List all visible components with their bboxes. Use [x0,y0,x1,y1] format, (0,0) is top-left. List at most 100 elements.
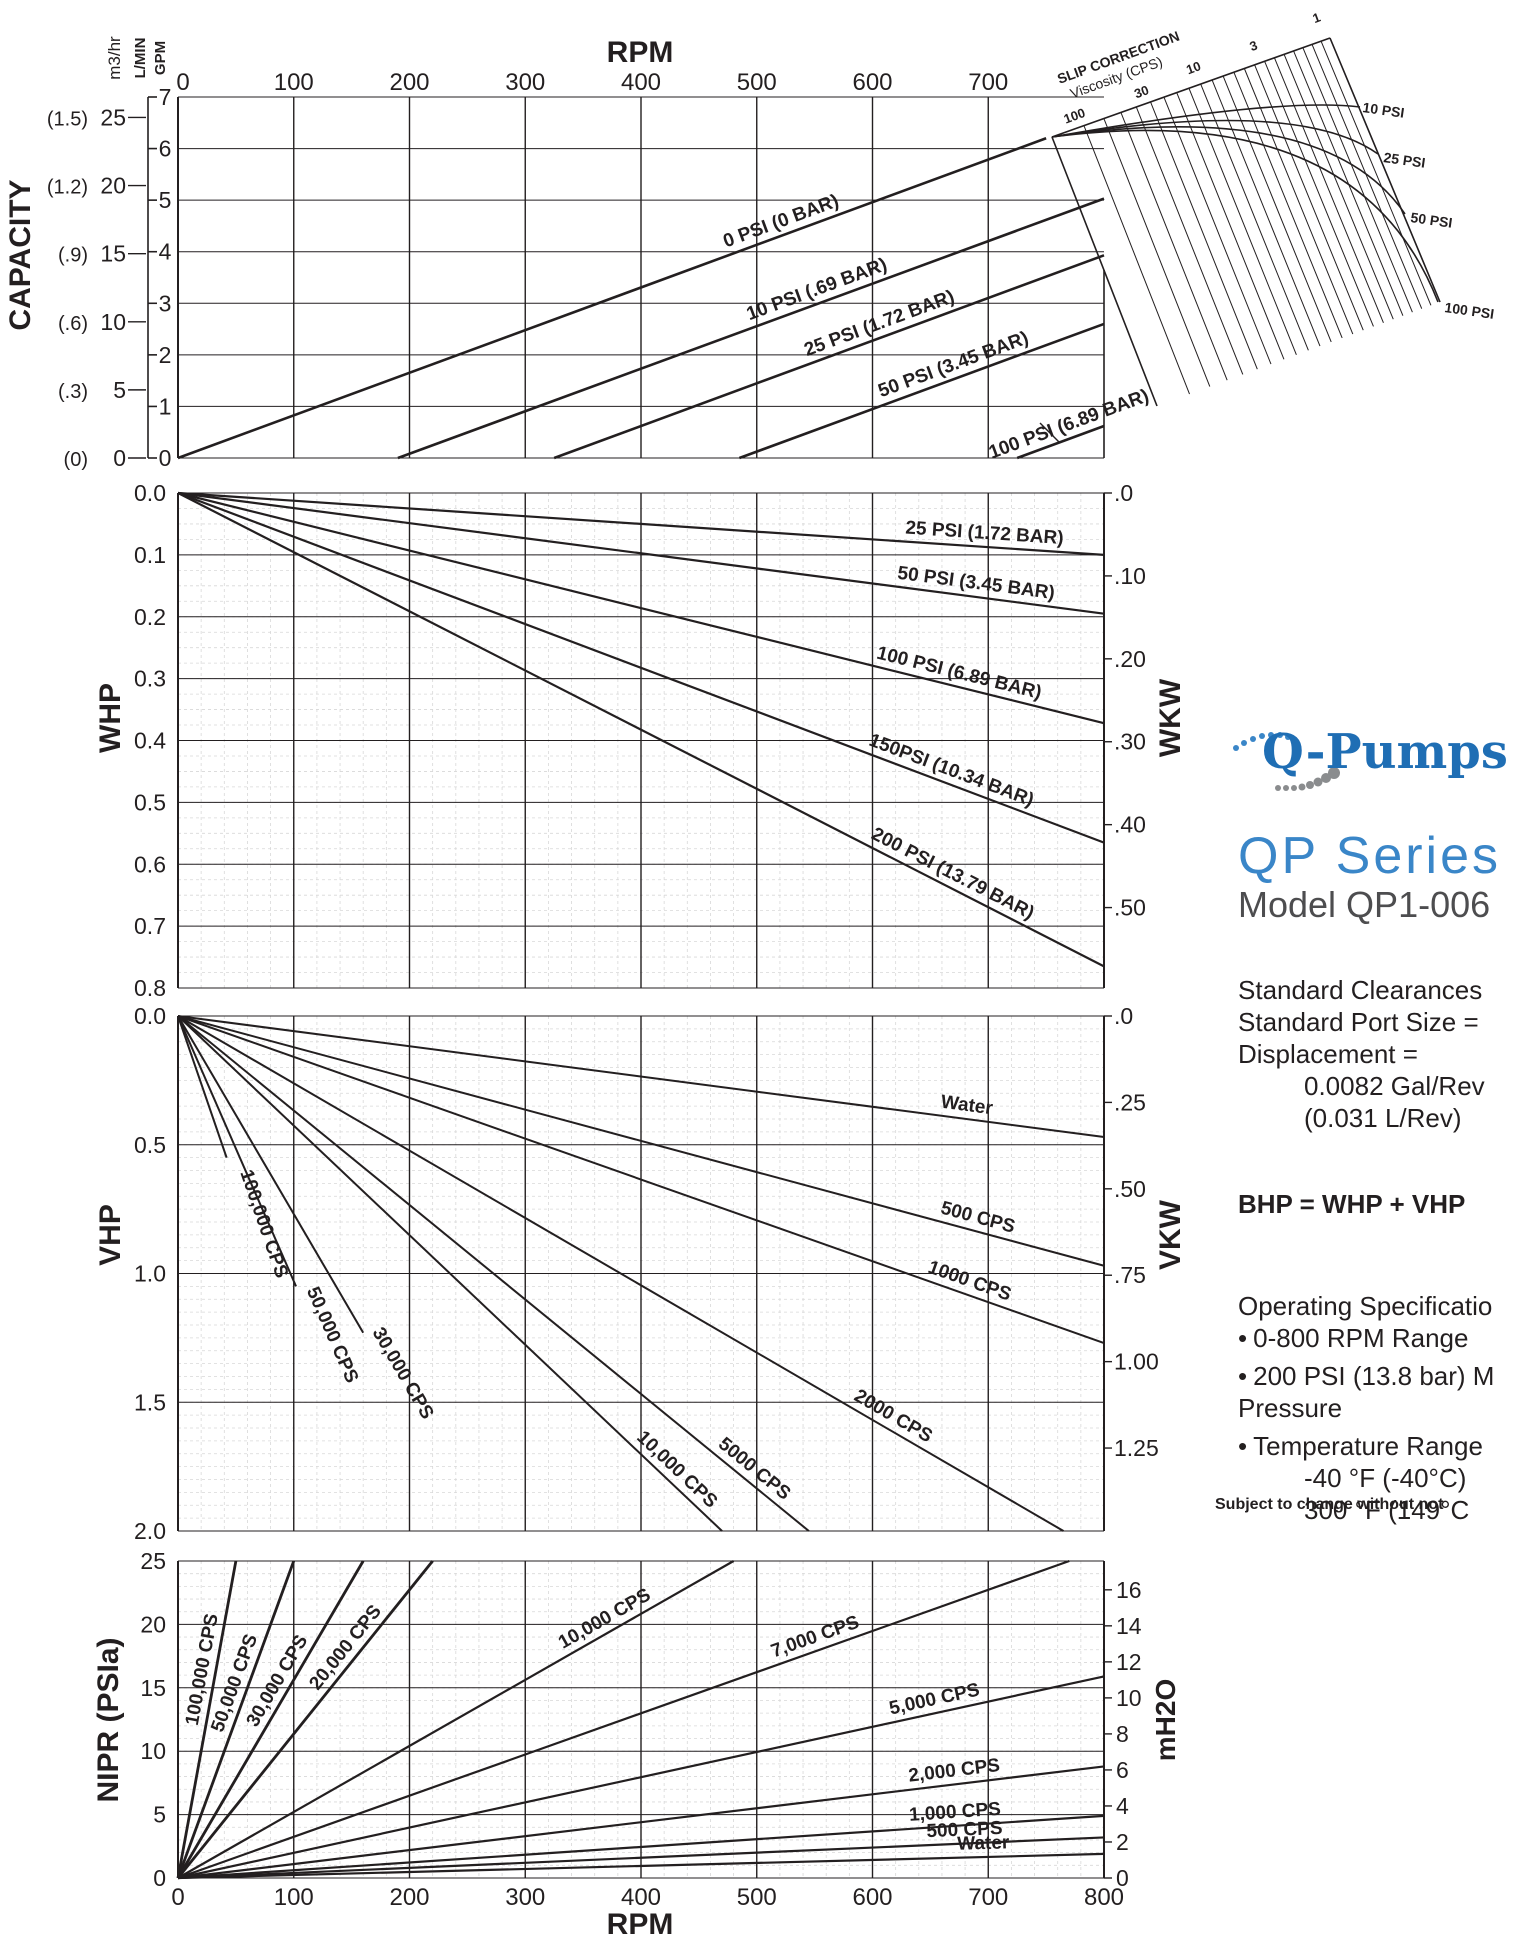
slip-pressure-label: 100 PSI [1444,299,1496,322]
vhp-series-label: 5000 CPS [714,1434,794,1505]
specs-block: Standard Clearances Standard Port Size =… [1238,974,1518,1134]
nipr-series-line [176,1560,296,1879]
nipr-x-tick-label: 100 [274,1884,314,1911]
capacity-x-tick-label: 400 [621,69,661,96]
mh2o-tick-label: 4 [1116,1793,1129,1819]
capacity-x-tick-label: 500 [737,69,777,96]
gpm-tick-label: 3 [159,290,172,316]
vhp-series-label: Water [940,1092,995,1120]
nipr-series-label: 7,000 CPS [768,1612,862,1663]
nipr-y-tick-label: 10 [140,1738,166,1764]
wkw-tick-label: .10 [1114,563,1146,589]
capacity-x-tick-label: 0 [176,69,189,96]
capacity-series-line [738,322,1105,460]
nipr-series-label: 500 CPS [926,1818,1003,1842]
wkw-tick-label: .20 [1114,646,1146,672]
slip-viscosity-line [1311,44,1423,309]
nipr-series-label: 20,000 CPS [305,1601,386,1694]
vkw-tick-label: 1.25 [1114,1435,1159,1461]
q-pumps-logo-dots [1233,732,1340,791]
slip-pressure-label: 50 PSI [1410,209,1454,231]
vhp-y-tick-label: 0.0 [134,1003,166,1029]
slip-pressure-curve [1051,129,1439,303]
nipr-x-tick-label: 700 [968,1884,1008,1911]
m3hr-unit-label: m3/hr [105,36,124,80]
slip-viscosity-line [1103,118,1211,387]
slip-leader-line [1039,422,1061,444]
whp-series-line [177,491,1105,725]
slip-viscosity-line [1254,64,1364,331]
slip-viscosity-line [1283,54,1394,320]
capacity-series-line [1016,424,1105,460]
vhp-series-line [177,1015,1105,1267]
capacity-series-line [177,137,1047,460]
mh2o-tick-label: 12 [1116,1649,1142,1675]
wkw-tick-label: .50 [1114,895,1146,921]
nipr-series-line [177,1559,1070,1880]
slip-left-edge [1051,136,1158,407]
mh2o-ylabel: mH2O [1150,1679,1181,1761]
slip-pressure-label: 10 PSI [1362,99,1406,121]
whp-series-line [177,491,1105,615]
vhp-series-line [177,1015,228,1158]
nipr-series-line [177,1836,1105,1880]
slip-viscosity-label: 30 [1132,82,1151,101]
nipr-y-tick-label: 5 [153,1802,166,1828]
lmin-tick-label: 10 [100,309,126,335]
mh2o-tick-label: 16 [1116,1577,1142,1603]
capacity-x-tick-label: 700 [968,69,1008,96]
mh2o-tick-label: 2 [1116,1829,1129,1855]
op-max-pressure: 200 PSI (13.8 bar) M [1238,1360,1518,1392]
nipr-x-tick-label: 400 [621,1884,661,1911]
nipr-series-line [177,1560,735,1879]
vhp-y-tick-label: 0.5 [134,1132,166,1158]
slip-pressure-curve [1051,104,1361,138]
gpm-tick-label: 7 [159,84,172,110]
mh2o-tick-label: 14 [1116,1613,1142,1639]
model-name: Model QP1-006 [1238,884,1491,925]
nipr-series-line [177,1852,1105,1880]
wkw-tick-label: .40 [1114,812,1146,838]
slip-viscosity-line [1320,40,1432,306]
slip-viscosity-line [1302,47,1413,313]
m3hr-tick-label: (.6) [58,313,88,335]
slip-viscosity-line [1135,106,1244,375]
nipr-series-label: 10,000 CPS [555,1585,654,1654]
slip-viscosity-line [1188,88,1297,355]
m3hr-tick-label: (1.2) [47,177,88,199]
slip-viscosity-line [1211,79,1321,347]
nipr-series-line [177,1814,1105,1880]
vhp-y-tick-label: 1.5 [134,1389,166,1415]
slip-viscosity-label: 100 [1062,105,1088,127]
mh2o-tick-label: 8 [1116,1721,1129,1747]
port-size-text: Standard Port Size = [1238,1007,1479,1037]
wkw-tick-label: .30 [1114,729,1146,755]
capacity-series-label: 100 PSI (6.89 BAR) [986,385,1152,463]
op-spec-title: Operating Specificatio [1238,1291,1493,1321]
nipr-x-tick-label: 500 [737,1884,777,1911]
m3hr-tick-label: (.9) [58,245,88,267]
vhp-series-label: 10,000 CPS [632,1427,721,1513]
slip-viscosity-line [1273,57,1384,323]
op-rpm-range: 0-800 RPM Range [1238,1322,1518,1354]
displacement-gal: 0.0082 Gal/Rev [1304,1071,1485,1101]
m3hr-tick-label: (0) [64,449,88,471]
whp-series-line [177,491,1105,844]
vhp-series-label: 100,000 CPS [235,1167,292,1281]
vkw-tick-label: 1.00 [1114,1349,1159,1375]
slip-viscosity-line [1233,72,1343,339]
whp-series-line [177,492,1105,968]
gpm-tick-label: 5 [159,187,172,213]
vhp-series-line [177,1015,1064,1532]
op-temp-range: Temperature Range [1238,1430,1518,1462]
nipr-x-tick-label: 600 [852,1884,892,1911]
capacity-series-line [553,254,1105,460]
nipr-ylabel: NIPR (PSIa) [92,1637,125,1802]
lmin-tick-label: 20 [100,173,126,199]
capacity-x-tick-label: 200 [389,69,429,96]
product-series-title: QP Series [1238,827,1502,885]
slip-viscosity-label: 3 [1247,37,1259,54]
operating-specs: Operating Specificatio 0-800 RPM Range 2… [1238,1290,1518,1526]
vhp-series-label: 1000 CPS [925,1257,1014,1306]
